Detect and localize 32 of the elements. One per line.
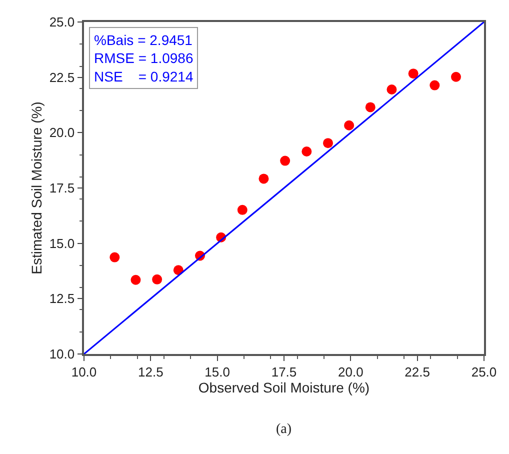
point [237, 204, 248, 215]
point [302, 146, 312, 156]
y-tick-label: 10.0 [49, 346, 75, 362]
y-tick-label: 25.0 [49, 14, 75, 30]
y-tick-label: 15.0 [49, 236, 75, 251]
y-tick-label: 12.5 [49, 291, 75, 306]
point [408, 68, 418, 79]
annotation: %Bais = 2.9451 RMSE = 1.0986 NSE = 0.9214 [94, 32, 194, 84]
point [323, 138, 333, 148]
x-tick-label: 10.0 [71, 364, 97, 380]
point [280, 156, 290, 166]
x-tick-label: 12.5 [138, 364, 164, 380]
x-tick-label: 17.5 [271, 364, 297, 380]
x-tick-label: 15.0 [204, 364, 230, 380]
point [430, 80, 440, 90]
y-tick-label: 22.5 [49, 70, 75, 85]
x-tick-label: 20.0 [338, 364, 364, 380]
point [365, 102, 376, 112]
x-tick-label: 25.0 [471, 364, 497, 380]
point [110, 252, 120, 262]
point [130, 274, 141, 285]
y-tick-label: 17.5 [49, 180, 75, 196]
point [386, 84, 397, 95]
point [344, 120, 354, 130]
point [152, 274, 162, 284]
point [258, 174, 269, 184]
text: (a) [276, 422, 292, 437]
x-tick-label: 22.5 [404, 364, 430, 380]
point [451, 72, 461, 82]
y-tick-label: 20.0 [49, 125, 75, 140]
y-axis-title: Estimated Soil Moisture (%) [28, 102, 44, 274]
x-axis-title: Observed Soil Moisture (%) [198, 379, 370, 396]
